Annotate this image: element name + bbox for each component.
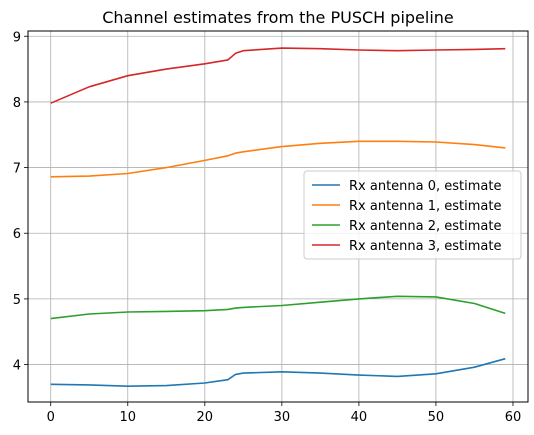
x-tick-label: 50 <box>428 410 445 425</box>
series-line-3 <box>50 47 506 104</box>
x-tick-label: 40 <box>351 410 368 425</box>
chart-title: Channel estimates from the PUSCH pipelin… <box>102 8 454 27</box>
series-line-2 <box>50 295 506 320</box>
x-tick-label: 20 <box>197 410 214 425</box>
y-tick-label: 7 <box>13 162 21 177</box>
legend-label: Rx antenna 0, estimate <box>349 179 501 194</box>
legend-box <box>303 170 522 260</box>
plot-frame <box>27 30 529 403</box>
axes: 0 10 20 30 40 50 60 4 5 6 7 8 9 <box>13 30 522 425</box>
y-tick-label: 6 <box>13 227 21 242</box>
legend-label: Rx antenna 3, estimate <box>349 239 501 254</box>
x-tick-label: 30 <box>274 410 291 425</box>
y-tick-label: 8 <box>13 96 21 111</box>
series-line-1 <box>50 140 506 178</box>
series-lines <box>50 47 506 388</box>
y-tick-label: 9 <box>13 30 21 45</box>
legend-label: Rx antenna 1, estimate <box>349 199 501 214</box>
series-line-0 <box>50 357 506 388</box>
legend: Rx antenna 0, estimate Rx antenna 1, esti… <box>303 170 522 260</box>
x-tick-label: 60 <box>505 410 522 425</box>
x-tick-label: 0 <box>47 410 55 425</box>
y-tick-label: 4 <box>13 359 21 374</box>
legend-label: Rx antenna 2, estimate <box>349 219 501 234</box>
x-tick-label: 10 <box>119 410 136 425</box>
y-tick-label: 5 <box>13 293 21 308</box>
